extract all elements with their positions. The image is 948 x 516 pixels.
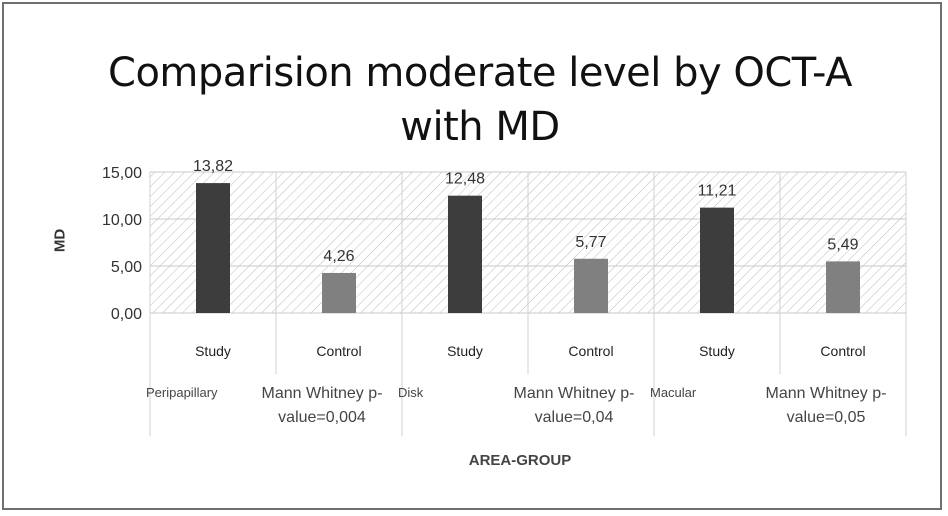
group-label: Study xyxy=(699,343,735,359)
group-label: Study xyxy=(195,343,231,359)
area-label: Disk xyxy=(398,385,424,400)
bar-study xyxy=(700,207,734,313)
data-label: 5,49 xyxy=(827,236,858,253)
group-label: Control xyxy=(316,343,362,359)
bar-control xyxy=(322,272,356,313)
y-tick-label: 0,00 xyxy=(111,306,142,323)
data-label: 5,77 xyxy=(575,234,606,251)
y-tick-label: 15,00 xyxy=(102,165,142,182)
x-axis-title: AREA-GROUP xyxy=(468,452,572,469)
p-value-label: Mann Whitney p-value=0,05 xyxy=(765,385,887,426)
bar-study xyxy=(196,183,230,313)
p-value-label: Mann Whitney p-value=0,04 xyxy=(513,385,635,426)
group-label: Control xyxy=(568,343,614,359)
data-label: 12,48 xyxy=(445,171,485,188)
data-label: 13,82 xyxy=(193,158,233,175)
bar-control xyxy=(574,258,608,313)
area-label: Macular xyxy=(650,385,697,400)
y-tick-label: 10,00 xyxy=(102,212,142,229)
bar-study xyxy=(448,195,482,313)
data-label: 11,21 xyxy=(698,183,737,200)
bar-control xyxy=(826,261,860,313)
chart-frame xyxy=(2,2,942,510)
group-label: Control xyxy=(820,343,866,359)
group-label: Study xyxy=(447,343,483,359)
chart-title: Comparision moderate level by OCT-A with… xyxy=(108,50,852,150)
data-label: 4,26 xyxy=(323,248,354,265)
p-value-label: Mann Whitney p-value=0,004 xyxy=(261,385,383,426)
area-label: Peripapillary xyxy=(146,385,218,400)
y-tick-label: 5,00 xyxy=(111,259,142,276)
